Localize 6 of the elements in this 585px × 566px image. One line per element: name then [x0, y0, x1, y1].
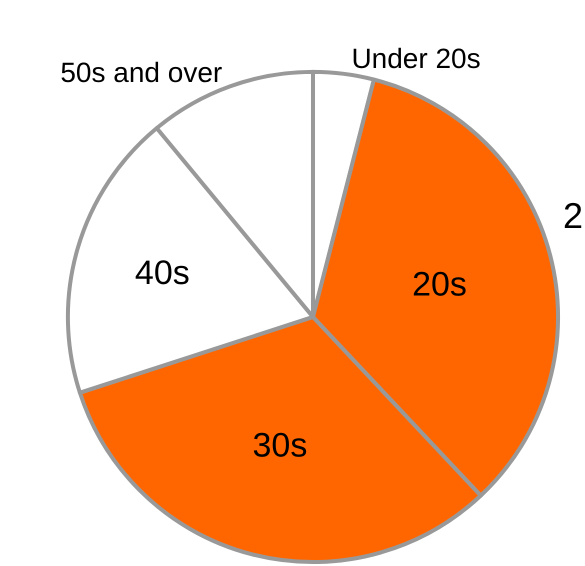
text: 2: [563, 195, 584, 236]
slice-label: 50s and over: [60, 57, 222, 88]
slice-label: Under 20s: [351, 43, 481, 74]
slice-label: 30s: [252, 426, 308, 465]
slice-label: 20s: [412, 265, 467, 304]
slice-label: 40s: [134, 254, 190, 292]
